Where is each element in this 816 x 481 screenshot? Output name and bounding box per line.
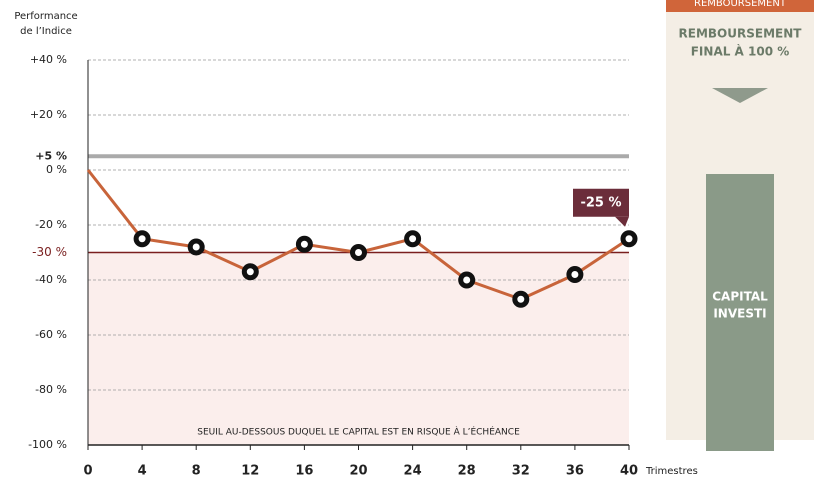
x-tick-label: 8 (192, 464, 201, 479)
capital-bar (706, 174, 774, 451)
x-tick-label: 28 (458, 464, 476, 479)
marker (458, 271, 476, 289)
marker (350, 244, 367, 261)
marker (512, 290, 530, 308)
x-tick-label: 40 (620, 464, 638, 479)
panel-header-band (666, 0, 814, 12)
marker (295, 235, 313, 253)
marker (566, 266, 584, 283)
x-tick-label: 32 (512, 464, 530, 479)
panel-title: REMBOURSEMENT (679, 27, 803, 41)
level-label: +5 % (35, 149, 67, 162)
y-tick-label: 0 % (46, 163, 67, 176)
level-label: -30 % (32, 245, 67, 259)
bar-label: INVESTI (713, 307, 766, 321)
risk-zone (88, 252, 629, 445)
marker (241, 263, 259, 281)
data-label: -25 % (580, 195, 621, 210)
panel-title: FINAL À 100 % (691, 44, 790, 59)
callout-box (573, 188, 629, 217)
x-tick-label: 20 (349, 464, 367, 479)
panel-header: REMBOURSEMENT (694, 0, 787, 9)
y-axis-label: de l’Indice (20, 26, 72, 37)
x-tick-label: 36 (566, 464, 584, 479)
x-tick-label: 12 (241, 464, 259, 479)
callout-pointer (615, 216, 629, 227)
x-tick-label: 4 (138, 464, 147, 479)
x-axis-label: Trimestres (645, 466, 698, 477)
x-tick-label: 24 (404, 464, 422, 479)
y-axis-label: Performance (14, 11, 77, 22)
marker (187, 238, 205, 256)
y-tick-label: -40 % (35, 273, 67, 286)
y-tick-label: -80 % (35, 383, 67, 396)
marker (404, 230, 422, 248)
zone-label: SEUIL AU-DESSOUS DUQUEL LE CAPITAL EST E… (197, 426, 520, 438)
panel-arrow (712, 88, 768, 103)
x-tick-label: 0 (83, 464, 92, 479)
y-tick-label: +40 % (30, 53, 67, 66)
bar-label: CAPITAL (712, 290, 768, 304)
y-tick-label: -100 % (28, 438, 67, 451)
x-tick-label: 16 (295, 464, 313, 479)
y-tick-label: -20 % (35, 218, 67, 231)
marker (133, 230, 151, 248)
marker (620, 230, 638, 248)
y-tick-label: +20 % (30, 108, 67, 121)
y-tick-label: -60 % (35, 328, 67, 341)
